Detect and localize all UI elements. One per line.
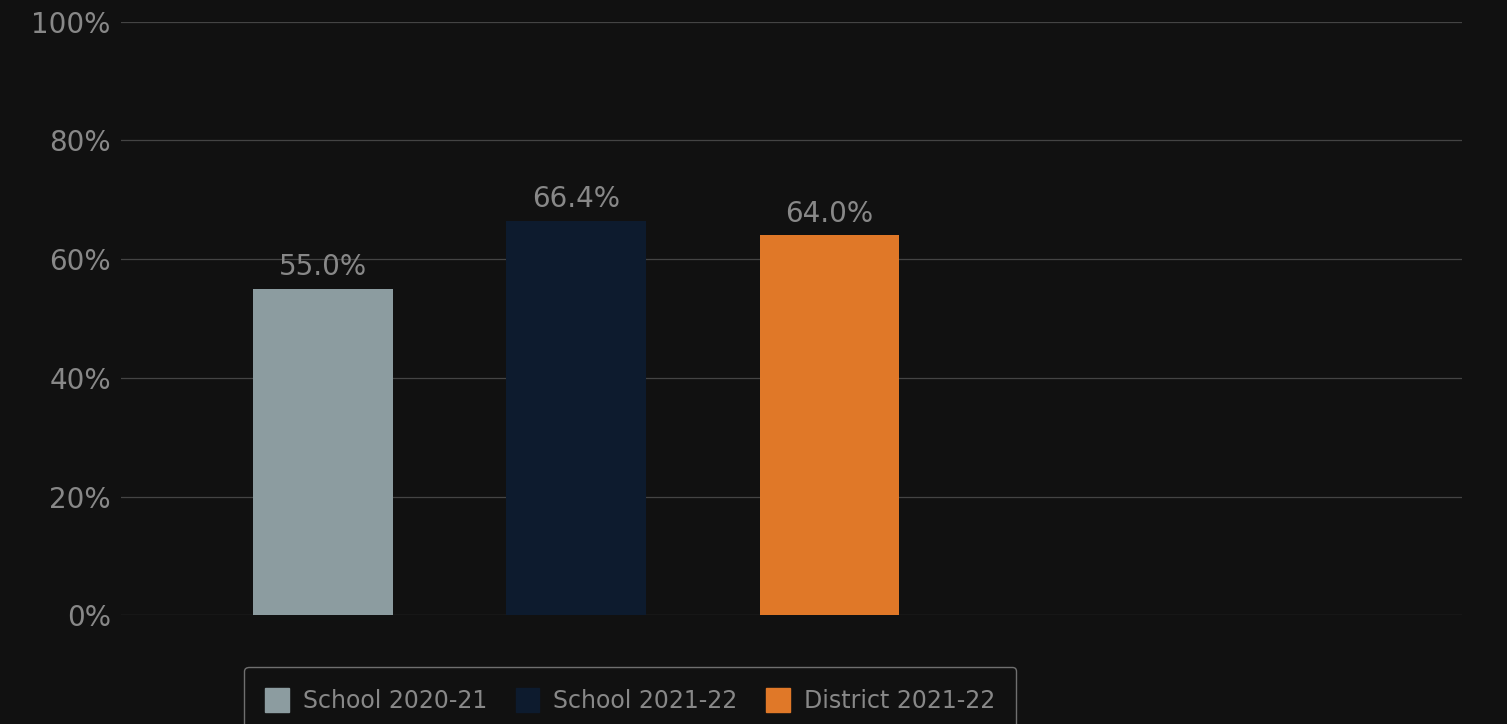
Text: 66.4%: 66.4%	[532, 185, 619, 214]
Text: 64.0%: 64.0%	[785, 200, 873, 228]
Bar	[760, 235, 898, 615]
Bar	[253, 289, 393, 615]
Legend: School 2020-21, School 2021-22, District 2021-22: School 2020-21, School 2021-22, District…	[244, 667, 1016, 724]
Text: 55.0%: 55.0%	[279, 253, 368, 281]
Bar	[506, 222, 645, 615]
